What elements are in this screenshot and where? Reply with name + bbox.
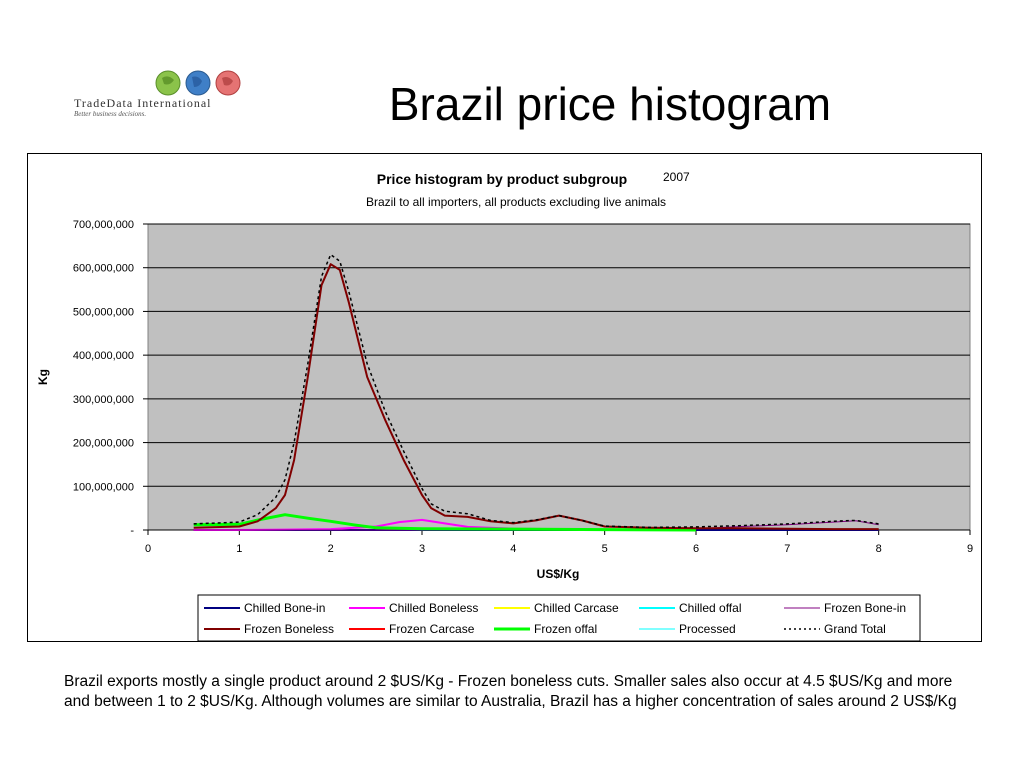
x-tick-label: 9	[967, 543, 973, 555]
x-tick-label: 0	[145, 543, 151, 555]
globe-icon	[155, 70, 241, 96]
x-axis-label: US$/Kg	[537, 567, 580, 581]
price-histogram-chart: Price histogram by product subgroup 2007…	[36, 170, 973, 641]
legend-label: Chilled Boneless	[389, 601, 478, 615]
y-tick-label: 300,000,000	[73, 394, 134, 406]
caption-text: Brazil exports mostly a single product a…	[64, 673, 957, 710]
y-tick-label: 500,000,000	[73, 306, 134, 318]
x-tick-label: 4	[510, 543, 516, 555]
legend-label: Processed	[679, 622, 736, 636]
legend-label: Frozen Bone-in	[824, 601, 906, 615]
y-tick-label: 200,000,000	[73, 438, 134, 450]
legend-label: Frozen Carcase	[389, 622, 475, 636]
series-line-frozen-boneless	[193, 263, 879, 531]
legend-label: Frozen offal	[534, 622, 597, 636]
chart-frame: Price histogram by product subgroup 2007…	[27, 153, 982, 642]
tradedata-logo: TradeData International Better business …	[70, 68, 250, 124]
x-tick-label: 3	[419, 543, 425, 555]
y-axis-label: Kg	[36, 369, 50, 385]
y-tick-label: -	[130, 525, 134, 537]
x-tick-label: 6	[693, 543, 699, 555]
x-tick-label: 8	[876, 543, 882, 555]
y-tick-label: 100,000,000	[73, 481, 134, 493]
legend-label: Frozen Boneless	[244, 622, 334, 636]
y-tick-label: 700,000,000	[73, 219, 134, 231]
legend-box	[197, 594, 921, 641]
chart-year: 2007	[663, 170, 690, 184]
series-line-grand-total	[193, 253, 879, 529]
chart-subtitle: Brazil to all importers, all products ex…	[366, 195, 666, 209]
plot-area	[147, 223, 971, 531]
y-tick-label: 600,000,000	[73, 263, 134, 275]
legend-label: Grand Total	[824, 622, 886, 636]
logo-tagline: Better business decisions.	[74, 110, 147, 118]
slide-title: Brazil price histogram	[388, 78, 832, 130]
logo-name: TradeData International	[74, 96, 212, 110]
chart-title: Price histogram by product subgroup	[377, 171, 627, 187]
x-tick-label: 2	[328, 543, 334, 555]
x-tick-label: 5	[602, 543, 608, 555]
y-tick-label: 400,000,000	[73, 350, 134, 362]
x-tick-label: 7	[784, 543, 790, 555]
legend-label: Chilled offal	[679, 601, 741, 615]
legend-label: Chilled Bone-in	[244, 601, 325, 615]
x-tick-label: 1	[236, 543, 242, 555]
legend-label: Chilled Carcase	[534, 601, 619, 615]
